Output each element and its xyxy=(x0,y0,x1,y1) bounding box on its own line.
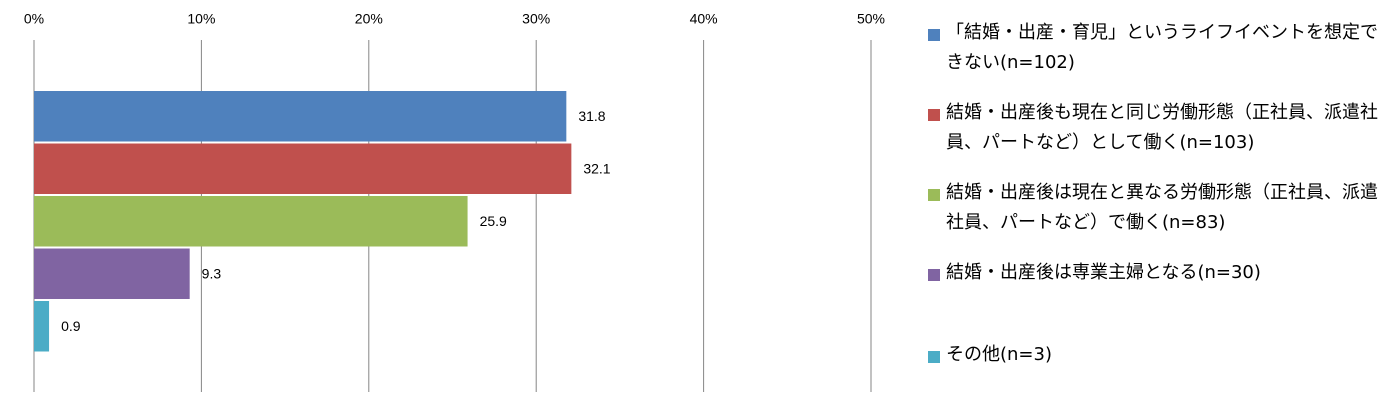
x-tick-label: 50% xyxy=(857,11,885,27)
legend-marker xyxy=(928,109,940,121)
legend-marker xyxy=(928,29,940,41)
legend-item: 「結婚・出産・育児」というライフイベントを想定できない(n=102) xyxy=(928,18,1393,78)
x-tick-label: 10% xyxy=(187,11,215,27)
data-label: 25.9 xyxy=(480,213,507,229)
legend-marker xyxy=(928,269,940,281)
x-tick-label: 30% xyxy=(522,11,550,27)
data-label: 9.3 xyxy=(202,265,222,281)
legend-label: 「結婚・出産・育児」というライフイベントを想定できない(n=102) xyxy=(946,22,1378,73)
legend-item: 結婚・出産後は専業主婦となる(n=30) xyxy=(928,258,1261,288)
bar xyxy=(34,248,190,299)
legend-marker xyxy=(928,189,940,201)
bar xyxy=(34,301,50,352)
bar xyxy=(34,143,572,194)
legend-label: その他(n=3) xyxy=(946,344,1052,365)
data-label: 0.9 xyxy=(61,318,81,334)
legend-label: 結婚・出産後は専業主婦となる(n=30) xyxy=(946,262,1261,283)
legend-marker xyxy=(928,351,940,363)
legend-item: 結婚・出産後は現在と異なる労働形態（正社員、派遣社員、パートなど）で働く(n=8… xyxy=(928,178,1393,238)
data-label: 32.1 xyxy=(583,160,610,176)
data-label: 31.8 xyxy=(578,108,605,124)
x-tick-label: 40% xyxy=(690,11,718,27)
chart: 0% 10% 20% 30% 40% 50% 31.8 32.1 25.9 9.3 0.9 xyxy=(24,11,885,392)
x-tick-label: 0% xyxy=(24,11,44,27)
x-tick-label: 20% xyxy=(355,11,383,27)
legend-item: その他(n=3) xyxy=(928,340,1052,370)
bar xyxy=(34,196,468,247)
legend-item: 結婚・出産後も現在と同じ労働形態（正社員、派遣社員、パートなど）として働く(n=… xyxy=(928,98,1393,158)
legend-label: 結婚・出産後も現在と同じ労働形態（正社員、派遣社員、パートなど）として働く(n=… xyxy=(946,102,1378,153)
legend-label: 結婚・出産後は現在と異なる労働形態（正社員、派遣社員、パートなど）で働く(n=8… xyxy=(946,182,1378,233)
bar xyxy=(34,91,567,142)
